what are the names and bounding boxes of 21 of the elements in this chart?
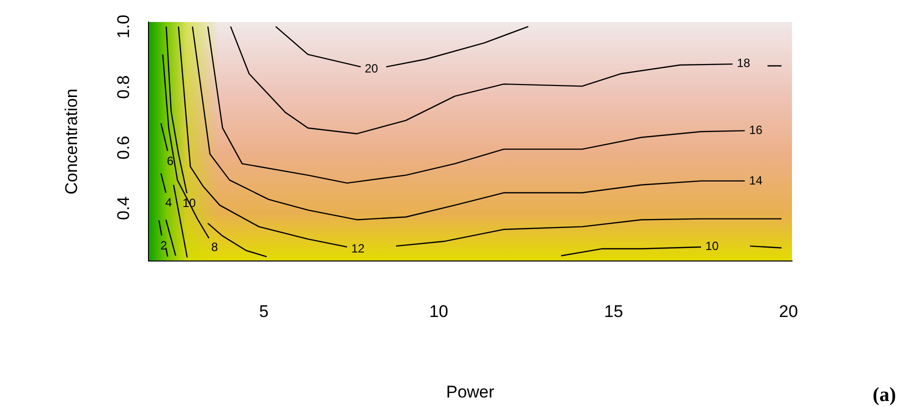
y-tick-label: 0.4 [114, 196, 134, 220]
series-label: 10 [705, 238, 720, 253]
series-label: 12 [351, 241, 365, 256]
y-tick-label: 1.0 [114, 14, 134, 38]
series-label: 16 [749, 122, 763, 137]
series-label: 14 [749, 173, 763, 188]
series-label: 8 [211, 240, 218, 254]
x-tick-label: 5 [259, 302, 269, 322]
series-label: 2 [160, 238, 168, 253]
series-label: 20 [364, 62, 378, 76]
y-tick-label: 0.8 [114, 75, 134, 99]
series-label: 6 [166, 154, 174, 168]
x-tick-label: 15 [604, 302, 624, 322]
series-label: 18 [736, 56, 751, 70]
y-axis-title: Concentration [62, 88, 81, 195]
series-label: 4 [165, 196, 172, 210]
x-tick-label: 10 [429, 302, 448, 322]
x-axis-title: Power [446, 382, 495, 402]
y-tick-label: 0.6 [114, 136, 134, 160]
x-tick-label: 20 [779, 302, 798, 322]
text: (a) [872, 384, 896, 407]
